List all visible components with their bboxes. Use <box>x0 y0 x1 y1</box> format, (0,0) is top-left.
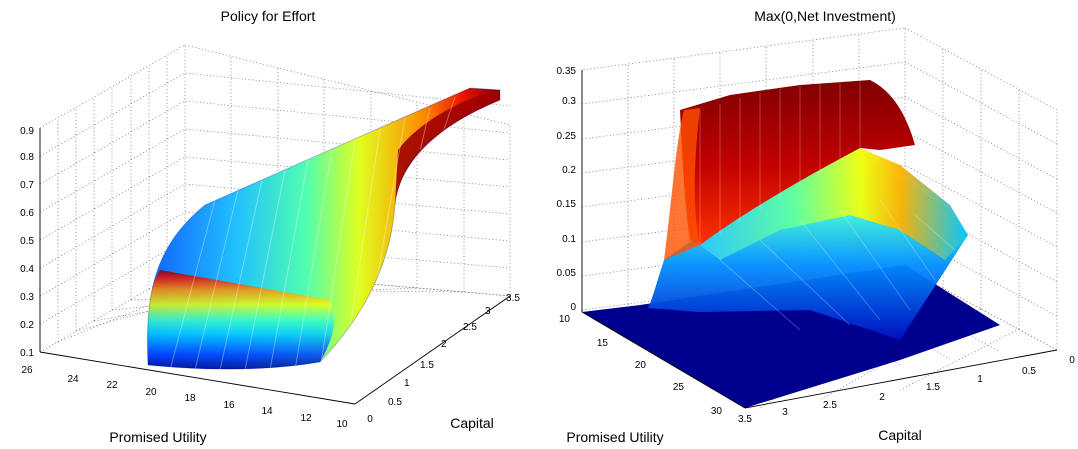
effort-y-ticks: 0 0.5 1 1.5 2 2.5 3 3.5 <box>367 293 520 425</box>
investment-title: Max(0,Net Investment) <box>754 8 896 24</box>
z-tick: 0.9 <box>20 126 34 137</box>
y-tick: 0 <box>1069 355 1075 366</box>
y-tick: 3.5 <box>506 293 520 304</box>
z-tick: 0.1 <box>562 234 576 245</box>
effort-surface <box>147 87 501 370</box>
y-tick: 1 <box>977 374 983 385</box>
effort-x-ticks: 10 12 14 16 18 20 22 24 26 <box>21 365 348 430</box>
z-tick: 0.25 <box>557 131 577 142</box>
y-tick: 3 <box>485 306 491 317</box>
z-tick: 0.8 <box>20 152 34 163</box>
y-tick: 1.5 <box>926 382 940 393</box>
x-tick: 20 <box>635 360 647 371</box>
effort-xlabel: Promised Utility <box>109 429 206 445</box>
z-tick: 0.7 <box>20 180 34 191</box>
effort-ylabel: Capital <box>450 415 494 431</box>
x-tick: 26 <box>21 365 33 376</box>
effort-axes <box>39 128 511 405</box>
x-tick: 12 <box>300 413 312 424</box>
z-tick: 0.6 <box>20 208 34 219</box>
z-tick: 0.2 <box>20 320 34 331</box>
y-tick: 2 <box>441 339 447 350</box>
y-tick: 3.5 <box>738 414 752 425</box>
effort-z-ticks: 0.1 0.2 0.3 0.4 0.5 0.6 0.7 0.8 0.9 <box>20 126 34 359</box>
z-tick: 0.3 <box>20 292 34 303</box>
x-tick: 30 <box>711 406 723 417</box>
investment-z-ticks: 0 0.05 0.1 0.15 0.2 0.25 0.3 0.35 <box>557 66 577 313</box>
x-tick: 16 <box>223 400 235 411</box>
y-tick: 1.5 <box>420 360 434 371</box>
x-tick: 20 <box>145 387 157 398</box>
effort-title: Policy for Effort <box>221 8 316 24</box>
investment-axes <box>581 70 1058 409</box>
z-tick: 0.35 <box>557 66 577 77</box>
z-tick: 0 <box>570 302 576 313</box>
z-tick: 0.4 <box>20 264 34 275</box>
z-tick: 0.5 <box>20 236 34 247</box>
y-tick: 0 <box>367 414 373 425</box>
investment-chart: 0 0.05 0.1 0.15 0.2 0.25 0.3 0.35 10 15 … <box>557 8 1076 445</box>
z-tick: 0.15 <box>557 199 577 210</box>
effort-chart: 0.1 0.2 0.3 0.4 0.5 0.6 0.7 0.8 0.9 10 1… <box>20 8 520 445</box>
z-tick: 0.2 <box>562 165 576 176</box>
x-tick: 10 <box>559 314 571 325</box>
y-tick: 0.5 <box>1022 366 1036 377</box>
y-tick: 3 <box>782 407 788 418</box>
z-tick: 0.3 <box>562 96 576 107</box>
x-tick: 22 <box>106 380 118 391</box>
x-tick: 15 <box>597 338 609 349</box>
investment-xlabel: Promised Utility <box>566 429 663 445</box>
x-tick: 25 <box>673 382 685 393</box>
x-tick: 18 <box>184 393 196 404</box>
y-tick: 2.5 <box>463 322 477 333</box>
z-tick: 0.1 <box>20 348 34 359</box>
x-tick: 14 <box>261 406 273 417</box>
investment-surface <box>582 80 1000 408</box>
x-tick: 10 <box>336 419 348 430</box>
investment-y-ticks: 3.5 3 2.5 2 1.5 1 0.5 0 <box>738 355 1075 425</box>
y-tick: 0.5 <box>388 397 402 408</box>
y-tick: 2.5 <box>823 400 837 411</box>
y-tick: 2 <box>879 392 885 403</box>
investment-x-ticks: 10 15 20 25 30 <box>559 314 723 417</box>
investment-ylabel: Capital <box>878 427 922 443</box>
x-tick: 24 <box>67 374 79 385</box>
y-tick: 1 <box>404 378 410 389</box>
z-tick: 0.05 <box>557 268 577 279</box>
